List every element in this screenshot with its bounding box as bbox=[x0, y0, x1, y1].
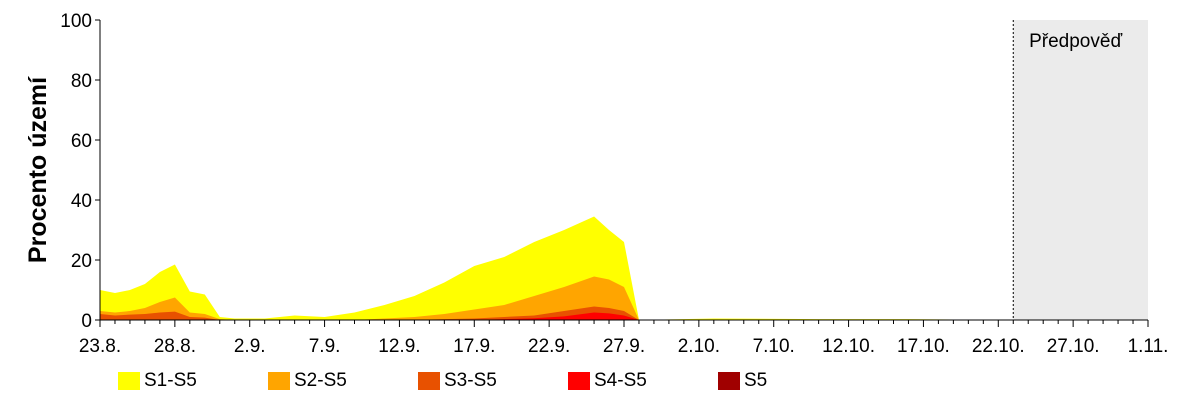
x-tick-label: 17.9. bbox=[453, 336, 495, 357]
legend-label: S5 bbox=[744, 370, 768, 391]
legend-swatch bbox=[268, 372, 290, 390]
y-tick-label: 60 bbox=[71, 131, 92, 152]
area-series-s1-s5 bbox=[100, 216, 1014, 320]
x-tick-label: 27.9. bbox=[603, 336, 645, 357]
legend-swatch bbox=[718, 372, 740, 390]
y-tick-label: 0 bbox=[81, 311, 92, 332]
y-tick-label: 100 bbox=[60, 11, 92, 32]
x-tick-label: 7.10. bbox=[753, 336, 795, 357]
area-series-s4-s5 bbox=[100, 312, 1014, 320]
area-series-s2-s5 bbox=[100, 276, 1014, 320]
chart-legend: S1-S5 S2-S5 S3-S5 S4-S5 S5 bbox=[118, 367, 818, 395]
legend-label: S3-S5 bbox=[444, 370, 497, 391]
forecast-region bbox=[1013, 20, 1148, 320]
y-tick-label: 80 bbox=[71, 71, 92, 92]
legend-swatch bbox=[418, 372, 440, 390]
legend-label: S1-S5 bbox=[144, 370, 197, 391]
x-tick-label: 22.9. bbox=[528, 336, 570, 357]
legend-swatch bbox=[118, 372, 140, 390]
y-axis-title: Procento území bbox=[24, 76, 52, 263]
y-tick-label: 40 bbox=[71, 191, 92, 212]
legend-swatch bbox=[568, 372, 590, 390]
x-tick-label: 2.10. bbox=[678, 336, 720, 357]
x-tick-label: 17.10. bbox=[897, 336, 950, 357]
x-tick-label: 23.8. bbox=[79, 336, 121, 357]
legend-label: S4-S5 bbox=[594, 370, 647, 391]
y-tick-label: 20 bbox=[71, 251, 92, 272]
x-tick-label: 22.10. bbox=[972, 336, 1025, 357]
legend-item-s4-s5: S4-S5 bbox=[568, 367, 647, 395]
legend-item-s1-s5: S1-S5 bbox=[118, 367, 197, 395]
x-tick-label: 2.9. bbox=[234, 336, 266, 357]
x-tick-label: 12.9. bbox=[378, 336, 420, 357]
x-tick-label: 7.9. bbox=[309, 336, 341, 357]
x-tick-label: 28.8. bbox=[154, 336, 196, 357]
forecast-label: Předpověď bbox=[1029, 31, 1122, 52]
legend-item-s2-s5: S2-S5 bbox=[268, 367, 347, 395]
legend-label: S2-S5 bbox=[294, 370, 347, 391]
x-tick-label: 12.10. bbox=[822, 336, 875, 357]
legend-item-s3-s5: S3-S5 bbox=[418, 367, 497, 395]
area-series-s3-s5 bbox=[100, 306, 1014, 320]
x-tick-label: 1.11. bbox=[1128, 336, 1169, 357]
x-tick-label: 27.10. bbox=[1047, 336, 1100, 357]
legend-item-s5: S5 bbox=[718, 367, 767, 395]
